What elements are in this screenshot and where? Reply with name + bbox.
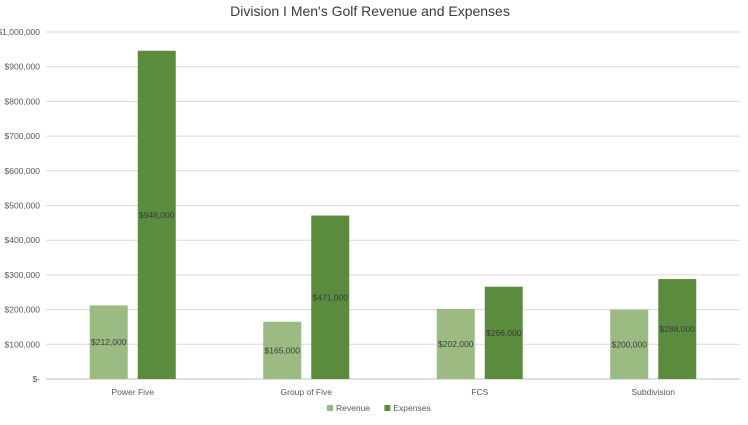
y-tick-label: $1,000,000 [0, 27, 40, 37]
bar-expenses-fcs [484, 286, 523, 379]
y-tick-label: $900,000 [5, 62, 41, 72]
y-tick-label: $- [32, 374, 40, 384]
y-tick-label: $700,000 [5, 131, 41, 141]
x-category-label: Power Five [111, 387, 154, 397]
legend-swatch-revenue [327, 405, 333, 411]
bar-revenue-subdivision [610, 309, 649, 379]
y-tick-label: $800,000 [5, 96, 41, 106]
x-category-label: FCS [471, 387, 488, 397]
data-label: $212,000 [91, 337, 127, 347]
bar-expenses-group-of-five [311, 215, 350, 379]
y-tick-label: $600,000 [5, 166, 41, 176]
y-tick-label: $500,000 [5, 201, 41, 211]
x-axis-category-labels: Power Five Group of Five FCS Subdivision [111, 387, 675, 397]
data-label: $165,000 [265, 345, 301, 355]
data-label: $288,000 [660, 324, 696, 334]
data-label: $471,000 [313, 292, 349, 302]
legend: Revenue Expenses [327, 403, 431, 413]
bar-expenses-power-five [137, 50, 176, 379]
y-tick-label: $400,000 [5, 235, 41, 245]
y-tick-label: $300,000 [5, 270, 41, 280]
x-category-label: Subdivision [632, 387, 676, 397]
chart-title: Division I Men's Golf Revenue and Expens… [230, 3, 510, 19]
data-labels: $212,000 $946,000 $165,000 $471,000 $202,000… [91, 210, 695, 356]
legend-label-revenue: Revenue [336, 403, 370, 413]
legend-swatch-expenses [384, 405, 391, 411]
legend-label-expenses: Expenses [393, 403, 430, 413]
data-label: $200,000 [612, 339, 648, 349]
bar-expenses-subdivision [658, 279, 697, 379]
bar-revenue-group-of-five [263, 321, 302, 379]
y-tick-label: $200,000 [5, 305, 41, 315]
bars [89, 50, 697, 379]
data-label: $266,000 [486, 328, 522, 338]
data-label: $202,000 [438, 339, 474, 349]
bar-revenue-fcs [436, 308, 475, 379]
bar-revenue-power-five [89, 305, 128, 379]
y-tick-label: $100,000 [5, 339, 41, 349]
data-label: $946,000 [139, 210, 175, 220]
x-category-label: Group of Five [281, 387, 333, 397]
y-axis-tick-labels: $- $100,000 $200,000 $300,000 $400,000 $500,0… [0, 27, 40, 384]
